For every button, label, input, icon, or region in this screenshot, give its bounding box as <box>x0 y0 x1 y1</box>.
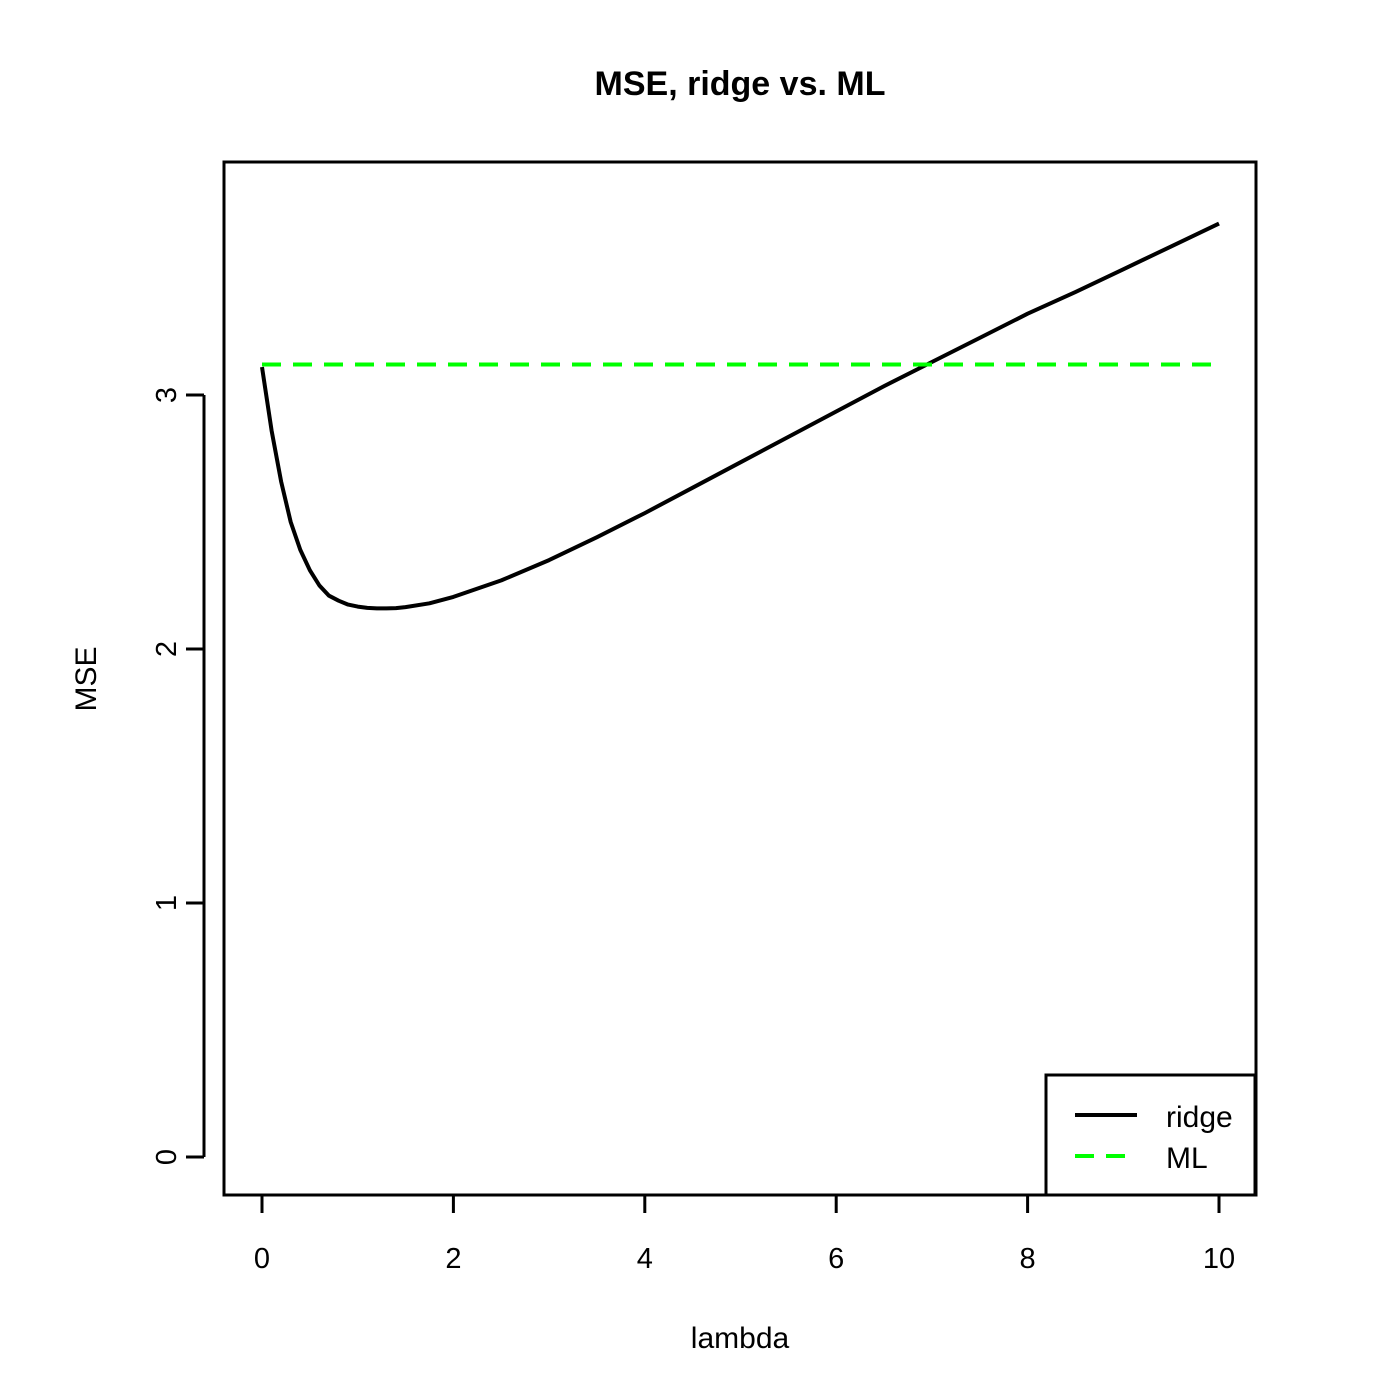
x-tick-label: 4 <box>637 1243 653 1275</box>
y-tick-label: 2 <box>151 641 183 657</box>
legend-label-ml: ML <box>1166 1142 1208 1175</box>
x-tick-label: 8 <box>1020 1243 1036 1275</box>
y-axis: 0 1 2 3 <box>151 387 206 1165</box>
x-tick-label: 0 <box>254 1243 270 1275</box>
chart-title: MSE, ridge vs. ML <box>595 65 886 103</box>
y-tick-label: 1 <box>151 895 183 911</box>
y-axis-label: MSE <box>70 646 103 711</box>
legend-label-ridge: ridge <box>1166 1101 1233 1134</box>
x-tick-label: 10 <box>1203 1243 1235 1275</box>
legend: ridge ML <box>1044 1073 1257 1197</box>
y-tick-label: 3 <box>151 387 183 403</box>
x-axis-label: lambda <box>691 1322 790 1355</box>
series-layer <box>260 221 1220 611</box>
legend-box <box>1044 1073 1257 1197</box>
x-tick-label: 6 <box>828 1243 844 1275</box>
plot-frame <box>222 160 1258 1197</box>
series-line-ridge <box>260 221 1220 611</box>
x-tick-label: 2 <box>445 1243 461 1275</box>
y-tick-label: 0 <box>151 1149 183 1165</box>
